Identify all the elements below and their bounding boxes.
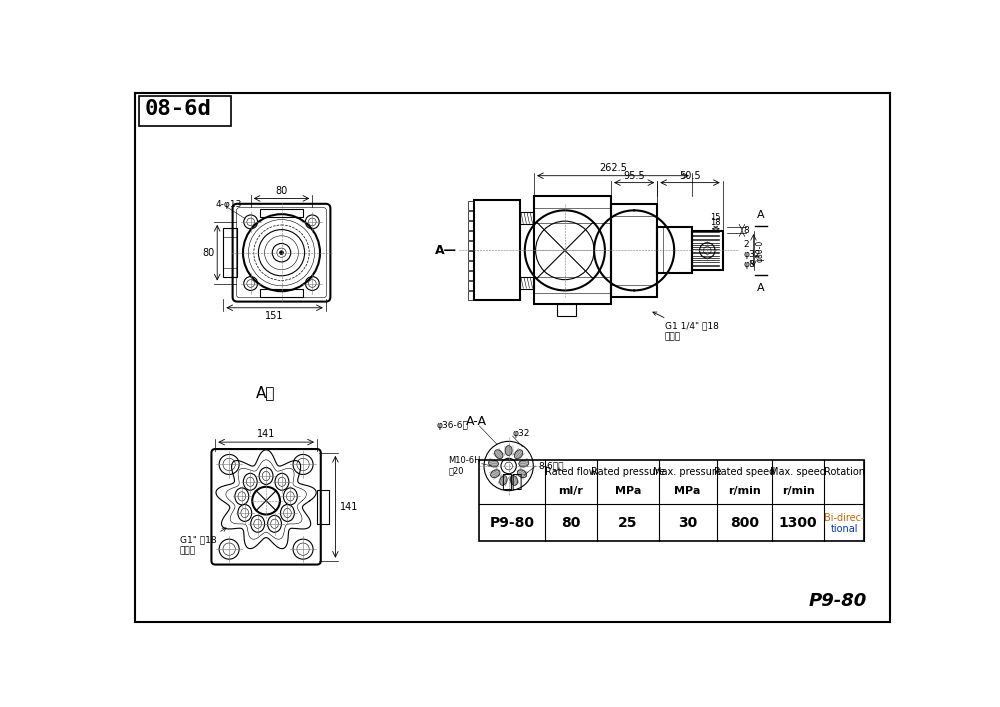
Text: A: A [757,283,765,293]
Bar [468,231,474,240]
Bar [468,251,474,259]
Bar [520,212,534,224]
Bar [260,289,303,297]
Text: 型号: 型号 [501,473,523,491]
Bar [468,291,474,300]
Bar [692,231,723,269]
Text: Max. speed: Max. speed [770,467,826,477]
Text: 2: 2 [744,240,749,249]
Text: Rated pressure: Rated pressure [591,467,665,477]
Text: 08-6d: 08-6d [144,99,211,119]
Bar [468,201,474,209]
Text: φ32: φ32 [744,250,761,259]
Text: Rated flow: Rated flow [545,467,597,477]
Text: 262.5: 262.5 [599,163,627,173]
Bar [139,96,231,126]
Ellipse shape [489,460,498,467]
Text: A向: A向 [256,385,276,400]
Text: 80: 80 [561,515,581,530]
Ellipse shape [491,469,500,478]
Text: 141: 141 [340,502,358,512]
Text: 8-6级孔: 8-6级孔 [538,462,563,470]
Bar [468,211,474,220]
Bar [474,200,520,300]
Text: 8: 8 [744,226,749,235]
Bar [479,460,864,541]
Text: ml/r: ml/r [559,486,583,496]
Text: G1 1/4" 深18
进油口: G1 1/4" 深18 进油口 [653,312,719,341]
Text: A: A [757,209,765,220]
Text: Rated speed: Rated speed [714,467,775,477]
Text: 1300: 1300 [779,515,817,530]
Text: M10-6H
深20: M10-6H 深20 [449,456,481,476]
Ellipse shape [505,445,512,455]
Text: φ36-6级: φ36-6级 [437,421,469,430]
Text: MPa: MPa [674,486,701,496]
Text: 80: 80 [202,247,214,257]
Ellipse shape [495,450,503,459]
Bar [520,276,534,289]
Text: tional: tional [831,524,858,534]
Bar [557,304,576,316]
Ellipse shape [519,460,529,467]
Text: A-A: A-A [466,415,487,428]
Text: 141: 141 [257,429,275,439]
Bar [468,261,474,269]
Text: φ8: φ8 [744,259,755,269]
Ellipse shape [500,476,507,485]
Ellipse shape [514,450,523,459]
Text: 800: 800 [730,515,759,530]
Bar [468,241,474,250]
Text: 95.5: 95.5 [623,171,645,181]
Bar [260,209,303,216]
Bar [468,221,474,230]
Text: 151: 151 [265,311,284,321]
Text: Max. pressure: Max. pressure [653,467,722,477]
Circle shape [280,251,283,255]
Text: 4-φ13: 4-φ13 [216,201,242,209]
Text: 18: 18 [710,218,721,227]
Text: A—: A— [435,244,457,257]
Text: r/min: r/min [728,486,761,496]
Text: Rotation: Rotation [824,467,865,477]
Text: 50.5: 50.5 [679,171,701,181]
Text: φ80-0: φ80-0 [756,239,765,262]
Text: P9-80: P9-80 [808,592,867,610]
Bar [534,197,611,304]
Bar [468,271,474,280]
Text: 15: 15 [711,213,721,222]
Text: G1" 深18
出油口: G1" 深18 出油口 [180,528,226,555]
Text: 30: 30 [678,515,697,530]
Ellipse shape [510,476,518,485]
Text: 25: 25 [618,515,638,530]
Bar [468,281,474,290]
Text: P9-80: P9-80 [490,515,535,530]
Bar [223,228,237,277]
Text: Bi-direc-: Bi-direc- [824,513,865,523]
Bar [317,490,329,524]
Ellipse shape [517,469,527,478]
Circle shape [501,458,516,474]
Text: MPa: MPa [615,486,641,496]
Text: φ32: φ32 [512,429,530,438]
Text: r/min: r/min [782,486,815,496]
Bar [611,204,657,297]
Bar [657,227,692,274]
Text: 80: 80 [275,186,288,196]
